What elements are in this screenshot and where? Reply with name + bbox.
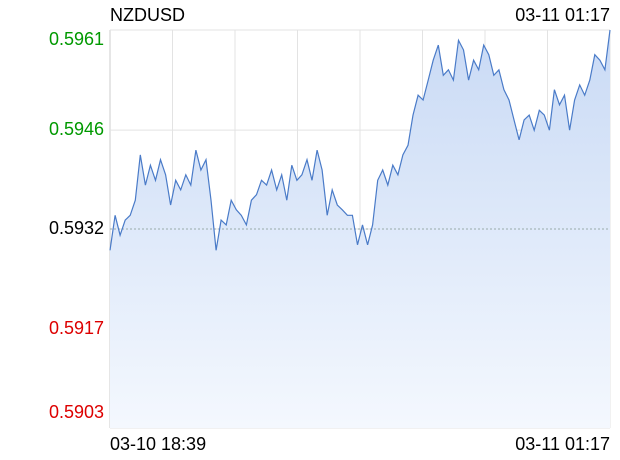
chart-title: NZDUSD — [110, 5, 185, 25]
price-line — [109, 29, 611, 251]
y-tick-label: 0.5961 — [49, 29, 104, 49]
area — [110, 30, 610, 428]
time-label: 03-11 01:17 — [515, 5, 610, 25]
y-tick-label: 0.5946 — [49, 119, 104, 139]
y-tick-label: 0.5903 — [49, 402, 104, 422]
y-tick-label: 0.5917 — [49, 318, 104, 338]
x-tick-label: 03-10 18:39 — [110, 434, 206, 454]
y-tick-label: 0.5932 — [49, 218, 104, 238]
x-tick-label: 03-11 01:17 — [515, 434, 610, 454]
